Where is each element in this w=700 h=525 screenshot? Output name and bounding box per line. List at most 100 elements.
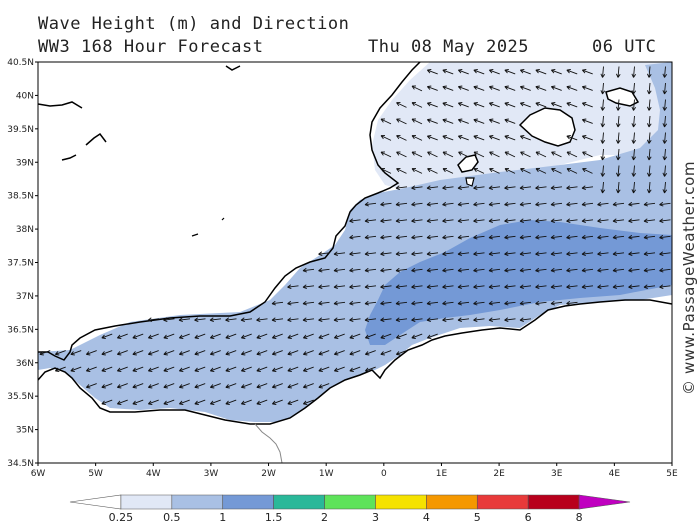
lon-label: 0: [381, 469, 387, 479]
wave-arrow: [349, 284, 361, 290]
wave-arrow: [473, 267, 485, 273]
wave-arrow: [302, 383, 314, 389]
wave-arrow: [504, 135, 516, 141]
wave-arrow: [101, 350, 113, 356]
wave-arrow: [646, 181, 652, 194]
wave-arrow: [488, 85, 500, 91]
wave-arrow: [225, 399, 237, 405]
wave-arrow: [659, 284, 671, 290]
wave-arrow: [333, 300, 346, 306]
wave-arrow: [615, 99, 621, 111]
wave-arrow: [318, 383, 330, 389]
wave-arrow: [566, 102, 578, 108]
wave-arrow: [612, 251, 625, 257]
wave-arrow: [519, 234, 532, 240]
wave-arrow: [116, 383, 128, 389]
wave-arrow: [256, 350, 268, 356]
wave-arrow: [240, 399, 252, 405]
wave-arrow: [504, 201, 516, 207]
wave-arrow: [535, 102, 547, 108]
wave-arrow: [380, 317, 392, 323]
wave-arrow: [519, 251, 532, 257]
wave-arrow: [519, 102, 531, 108]
wave-arrow: [364, 300, 377, 306]
wave-arrow: [209, 350, 221, 356]
wave-arrow: [631, 132, 637, 144]
wave-arrow: [504, 251, 516, 257]
wave-arrow: [318, 267, 330, 273]
wave-arrow: [504, 267, 516, 273]
wave-arrow: [302, 366, 314, 372]
wave-arrow: [333, 333, 345, 339]
wave-arrow: [101, 399, 113, 405]
wave-arrow: [225, 350, 237, 356]
wave-arrow: [550, 185, 563, 191]
wave-arrow: [426, 135, 438, 141]
formentera-island: [465, 177, 475, 187]
wave-arrow: [411, 167, 423, 174]
lat-label: 39.5N: [7, 125, 34, 135]
wave-arrow: [271, 399, 283, 405]
wave-arrow: [380, 134, 392, 141]
wave-arrow: [659, 218, 671, 224]
wave-arrow: [615, 66, 621, 78]
wave-arrow: [380, 151, 392, 158]
wave-arrow: [566, 284, 578, 290]
wave-arrow: [411, 85, 423, 92]
wave-arrow: [411, 251, 423, 257]
wave-arrow: [240, 333, 252, 339]
wave-arrow: [612, 218, 625, 224]
wave-arrow: [628, 201, 640, 207]
wave-arrow: [349, 218, 361, 224]
wave-arrow: [178, 383, 190, 389]
lon-label: 4W: [146, 469, 161, 479]
wave-arrow: [163, 350, 175, 356]
wave-arrow: [473, 185, 485, 191]
wave-arrow: [643, 267, 656, 273]
wave-arrow: [411, 317, 423, 323]
wave-arrow: [457, 317, 470, 323]
colorbar-tick-label: 0.5: [163, 511, 181, 524]
wave-arrow: [519, 218, 532, 224]
wave-arrow: [566, 201, 578, 207]
wave-arrow: [550, 102, 562, 108]
wave-arrow: [411, 134, 423, 141]
wave-arrow: [628, 251, 640, 257]
wave-arrow: [395, 317, 408, 323]
wave-arrow: [380, 284, 392, 290]
lon-label: 4E: [609, 469, 621, 479]
wave-arrow: [457, 218, 470, 224]
wave-arrow: [287, 350, 299, 356]
wave-arrow: [489, 151, 500, 158]
wave-arrow: [457, 300, 470, 306]
wave-arrow: [318, 317, 330, 323]
wave-arrow: [426, 118, 438, 124]
wave-arrow: [457, 284, 470, 290]
wave-arrow: [550, 201, 563, 207]
wave-arrow: [535, 167, 547, 174]
wave-arrow: [396, 101, 407, 108]
ibiza-island: [457, 154, 479, 173]
wave-arrow: [442, 85, 454, 91]
wave-arrow: [535, 85, 547, 91]
wave-arrow: [442, 234, 454, 240]
wave-arrow: [364, 267, 377, 273]
wave-arrow: [659, 251, 671, 257]
wave-arrow: [411, 333, 423, 339]
wave-arrow: [302, 284, 315, 290]
wave-arrow: [628, 234, 640, 240]
wave-arrow: [396, 167, 407, 174]
wave-arrow: [615, 115, 621, 128]
wave-arrow: [426, 102, 438, 108]
wave-arrow: [488, 69, 500, 75]
wave-arrow: [488, 300, 501, 306]
wave-arrow: [411, 300, 423, 306]
wave-arrow: [566, 234, 578, 240]
wave-arrow: [504, 218, 516, 224]
wave-arrow: [85, 383, 97, 389]
wave-arrow: [395, 251, 408, 257]
wave-arrow: [442, 251, 454, 257]
wave-height-colorbar: 0.25 0.5 1 1.5 2 3 4 5 6 8: [69, 494, 631, 524]
wave-arrow: [240, 366, 252, 372]
wave-arrow: [442, 102, 454, 108]
